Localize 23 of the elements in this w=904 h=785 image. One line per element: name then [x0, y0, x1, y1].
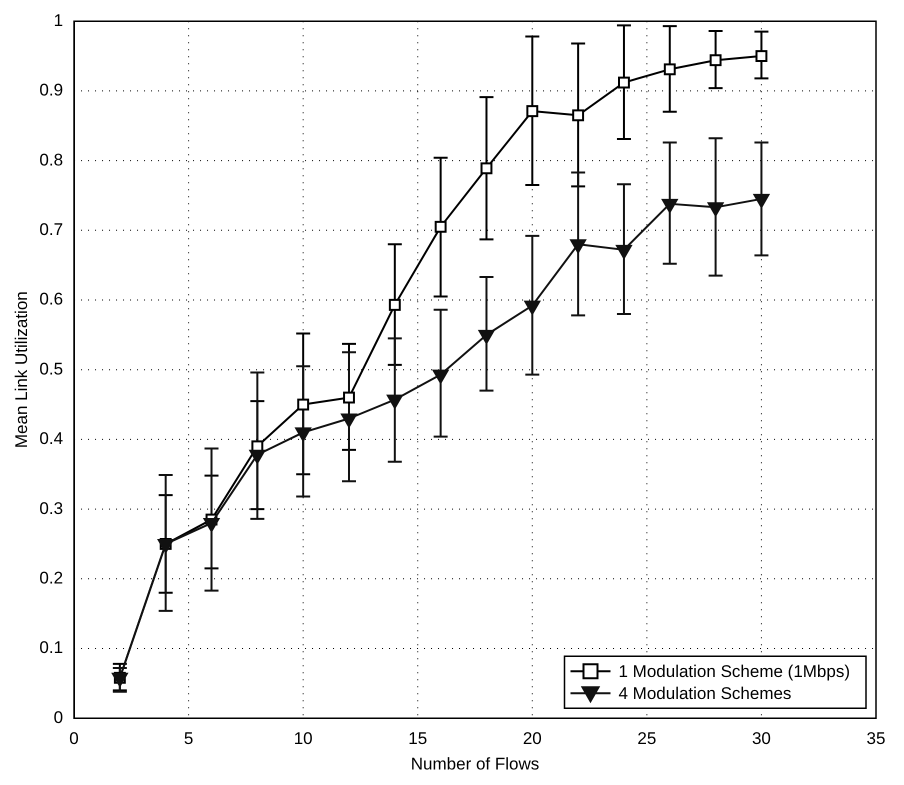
- x-axis-title: Number of Flows: [410, 754, 540, 774]
- y-tick-label: 0.9: [39, 80, 64, 100]
- x-tick-label: 25: [637, 729, 656, 748]
- y-tick-label: 0.4: [39, 429, 64, 448]
- y-tick-label: 0.3: [39, 498, 64, 518]
- x-tick-label: 30: [752, 729, 771, 748]
- y-tick-label: 0.5: [39, 359, 64, 378]
- y-tick-label: 0.8: [39, 150, 64, 170]
- y-tick-label: 0.7: [39, 220, 64, 239]
- y-axis-title: Mean Link Utilization: [12, 291, 31, 448]
- y-tick-label: 0.1: [39, 638, 64, 658]
- y-tick-label: 1: [54, 10, 64, 30]
- x-tick-label: 15: [408, 729, 428, 748]
- x-tick-label: 35: [866, 729, 886, 748]
- y-tick-label: 0: [54, 708, 64, 727]
- x-tick-label: 5: [184, 729, 194, 748]
- x-tick-label: 10: [294, 729, 313, 748]
- legend-label: 4 Modulation Schemes: [618, 684, 792, 703]
- x-tick-label: 0: [69, 729, 79, 748]
- y-tick-label: 0.2: [39, 568, 64, 588]
- y-tick-label: 0.6: [39, 290, 64, 309]
- x-tick-label: 20: [522, 729, 542, 748]
- legend-label: 1 Modulation Scheme (1Mbps): [618, 662, 850, 681]
